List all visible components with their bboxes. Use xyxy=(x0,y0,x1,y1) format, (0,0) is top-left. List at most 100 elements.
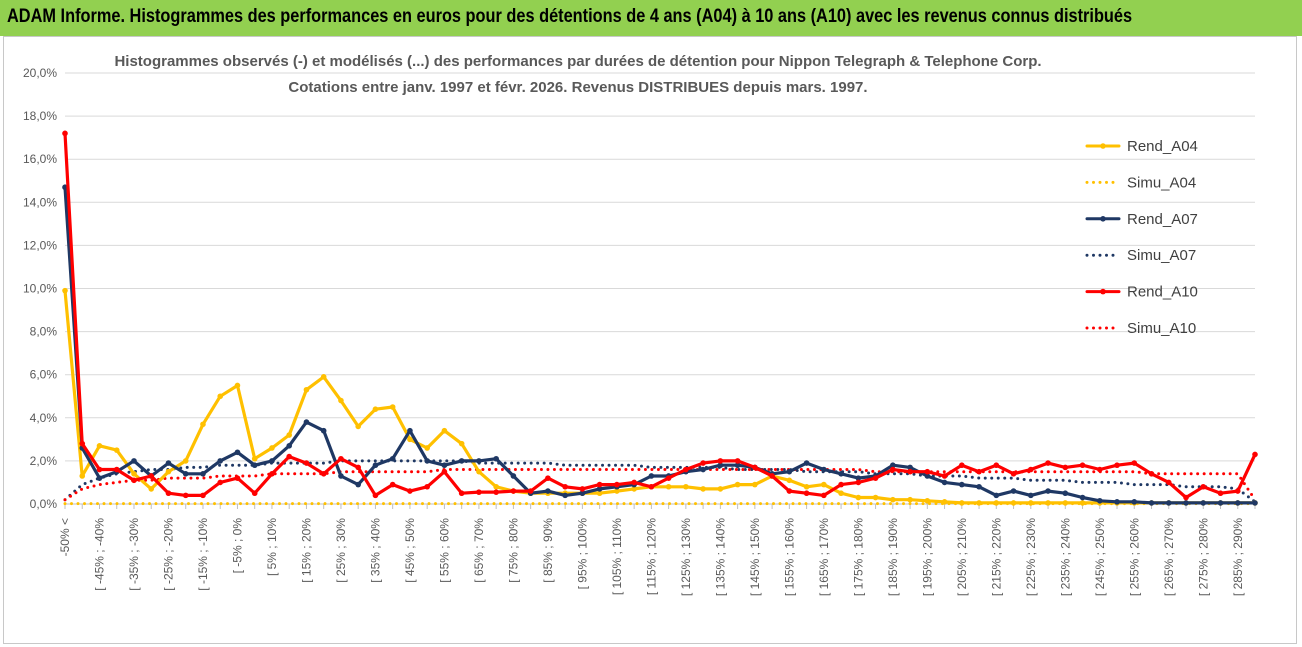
data-point-rend-a04 xyxy=(458,440,465,447)
data-point-rend-a07 xyxy=(596,486,603,492)
data-point-rend-a04 xyxy=(838,490,844,497)
y-tick-label: 4,0% xyxy=(30,411,58,425)
data-point-rend-a07 xyxy=(734,462,741,469)
data-point-rend-a04 xyxy=(872,494,879,501)
data-point-rend-a07 xyxy=(182,471,189,477)
data-point-rend-a07 xyxy=(700,466,706,473)
data-point-rend-a10 xyxy=(1200,483,1207,490)
data-point-rend-a07 xyxy=(1114,499,1120,505)
data-point-rend-a04 xyxy=(1045,500,1051,506)
data-point-rend-a04 xyxy=(424,445,430,451)
data-point-rend-a04 xyxy=(493,483,499,490)
data-point-rend-a10 xyxy=(1148,471,1155,477)
data-point-rend-a07 xyxy=(579,490,586,497)
data-point-rend-a07 xyxy=(320,427,327,434)
data-point-rend-a10 xyxy=(838,481,844,488)
data-point-rend-a04 xyxy=(734,481,741,488)
chart-frame xyxy=(3,36,1297,644)
grid xyxy=(65,72,1255,505)
x-tick-label: [ -45% ; -40% xyxy=(92,518,106,591)
data-point-rend-a10 xyxy=(941,473,948,479)
data-point-rend-a07 xyxy=(855,475,862,481)
data-point-rend-a07 xyxy=(1045,488,1051,494)
legend-marker-rend-a10 xyxy=(1100,288,1106,295)
data-point-rend-a07 xyxy=(648,473,655,479)
data-point-rend-a04 xyxy=(700,486,706,492)
x-tick-label: [ 25% ; 30% xyxy=(334,518,348,583)
data-point-rend-a04 xyxy=(62,287,68,294)
data-point-rend-a04 xyxy=(631,486,637,492)
data-point-rend-a10 xyxy=(234,475,241,481)
data-point-rend-a10 xyxy=(269,471,275,477)
data-point-rend-a07 xyxy=(131,458,137,464)
series-line-simu-a07 xyxy=(63,459,1257,504)
legend-item-simu-a07: Simu_A07 xyxy=(1085,247,1196,264)
data-point-rend-a04 xyxy=(251,455,258,462)
data-point-rend-a04 xyxy=(976,500,982,506)
data-point-rend-a04 xyxy=(855,494,862,501)
data-point-rend-a07 xyxy=(959,481,965,488)
data-point-rend-a10 xyxy=(217,479,224,486)
data-point-rend-a10 xyxy=(665,475,672,481)
data-point-rend-a10 xyxy=(821,492,827,499)
data-point-rend-a10 xyxy=(1045,460,1051,466)
data-point-rend-a10 xyxy=(631,479,637,486)
x-tick-label: [ -15% ; -10% xyxy=(196,518,210,591)
data-point-rend-a07 xyxy=(1148,500,1155,506)
x-tick-label: [ 105% ; 110% xyxy=(610,518,624,595)
data-point-rend-a10 xyxy=(510,488,517,494)
y-tick-label: 18,0% xyxy=(23,109,57,123)
data-point-rend-a04 xyxy=(148,486,155,492)
data-point-rend-a10 xyxy=(286,453,293,460)
data-point-rend-a10 xyxy=(924,468,931,475)
x-tick-label: [ 95% ; 100% xyxy=(575,518,589,590)
x-tick-label: [ 5% ; 10% xyxy=(265,518,279,576)
data-point-rend-a07 xyxy=(993,492,1000,499)
data-point-rend-a04 xyxy=(320,374,327,380)
x-tick-label: [ 125% ; 130% xyxy=(679,518,693,596)
data-point-rend-a04 xyxy=(200,421,206,428)
data-point-rend-a10 xyxy=(1165,479,1172,486)
data-point-rend-a07 xyxy=(165,460,172,466)
data-point-rend-a07 xyxy=(976,483,982,490)
data-point-rend-a04 xyxy=(786,477,793,484)
legend-item-rend-a07: Rend_A07 xyxy=(1085,211,1198,228)
data-point-rend-a10 xyxy=(251,490,258,497)
x-tick-label: [ -35% ; -30% xyxy=(127,518,141,591)
data-point-rend-a04 xyxy=(683,483,689,490)
data-point-rend-a04 xyxy=(165,468,172,475)
data-point-rend-a07 xyxy=(441,462,448,469)
data-point-rend-a07 xyxy=(924,473,931,479)
data-point-rend-a07 xyxy=(562,492,568,499)
data-point-rend-a07 xyxy=(838,471,844,477)
series-line-rend-a07 xyxy=(63,185,1257,505)
data-point-rend-a04 xyxy=(803,483,810,490)
series-group xyxy=(62,130,1258,506)
data-point-rend-a07 xyxy=(200,471,206,477)
chart-title-line1: Histogrammes observés (-) et modélisés (… xyxy=(114,53,1041,70)
data-point-rend-a10 xyxy=(545,475,551,481)
data-point-rend-a07 xyxy=(303,419,310,425)
x-tick-label: [ 165% ; 170% xyxy=(817,518,831,596)
x-tick-label: [ 275% ; 280% xyxy=(1196,518,1210,596)
x-tick-label: [ -25% ; -20% xyxy=(161,518,175,591)
data-point-rend-a04 xyxy=(821,481,827,488)
data-point-rend-a07 xyxy=(476,458,482,464)
legend: Rend_A04 Simu_A04 Rend_A07 Simu_A07 Rend_A10… xyxy=(1085,138,1198,337)
data-point-rend-a07 xyxy=(251,462,258,469)
data-point-rend-a10 xyxy=(355,464,361,471)
data-point-rend-a07 xyxy=(1010,488,1017,494)
x-axis: -50% < [ -45% ; -40% [ -35% ; -30% [ -25% ;… xyxy=(58,504,1256,596)
y-tick-label: 0,0% xyxy=(30,497,58,511)
data-point-rend-a04 xyxy=(217,393,224,400)
data-point-rend-a07 xyxy=(907,464,913,471)
data-point-rend-a10 xyxy=(803,490,810,497)
y-tick-label: 16,0% xyxy=(23,152,57,166)
data-point-rend-a04 xyxy=(596,490,603,497)
data-point-rend-a07 xyxy=(1131,499,1138,505)
data-point-rend-a07 xyxy=(1200,500,1207,506)
data-point-rend-a10 xyxy=(476,489,482,495)
data-point-rend-a10 xyxy=(493,489,499,495)
data-point-rend-a10 xyxy=(786,488,793,494)
x-tick-label: [ 155% ; 160% xyxy=(782,518,796,596)
